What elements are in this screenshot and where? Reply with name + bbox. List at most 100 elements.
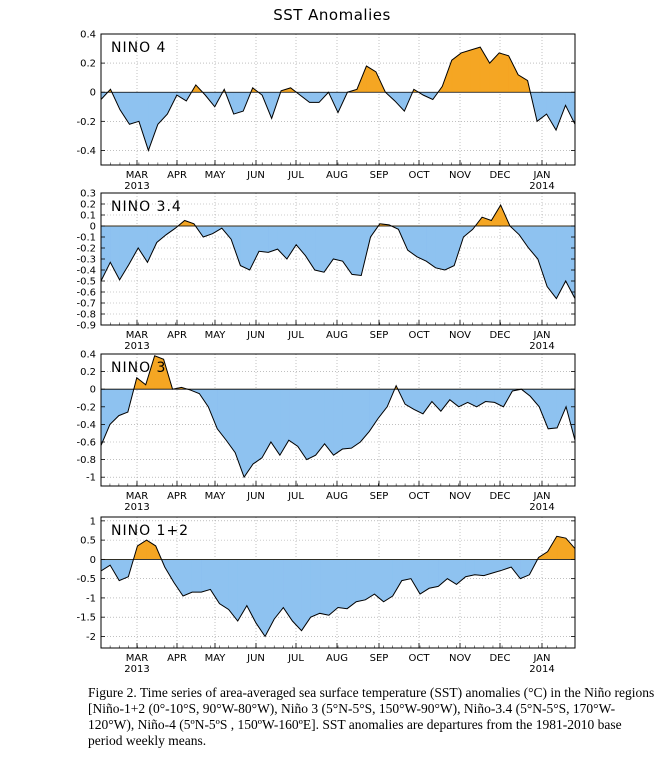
x-tick-label: JUN — [246, 491, 265, 502]
x-tick-label: AUG — [326, 170, 348, 181]
y-tick-label: 0.2 — [80, 367, 96, 378]
y-tick-label: 1 — [90, 516, 96, 527]
x-tick-label: APR — [167, 491, 187, 502]
x-tick-label: MAR — [126, 491, 148, 502]
area-fills — [101, 535, 575, 638]
x-tick-label: OCT — [409, 491, 431, 502]
y-tick-label: -1 — [86, 593, 96, 604]
x-tick-label: AUG — [326, 330, 348, 341]
area-fills — [101, 204, 575, 300]
x-tick-label: OCT — [409, 330, 431, 341]
x-tick-label: JUL — [287, 330, 304, 341]
area-fills — [101, 355, 575, 479]
series-line — [101, 46, 575, 152]
y-tick-label: -0.8 — [76, 310, 96, 321]
y-tick-label: -0.4 — [76, 420, 96, 431]
x-tick-label: NOV — [449, 170, 471, 181]
x-tick-label: DEC — [489, 330, 510, 341]
y-tick-label: 0.4 — [80, 30, 96, 41]
x-tick-label: JAN — [532, 653, 550, 664]
x-year-label: 2013 — [124, 502, 149, 513]
x-tick-label: MAR — [126, 330, 148, 341]
y-tick-label: -0.5 — [76, 277, 96, 288]
y-tick-label: -0.1 — [76, 233, 96, 244]
y-tick-label: -0.8 — [76, 455, 96, 466]
x-year-label: 2014 — [529, 181, 554, 192]
y-tick-label: -0.7 — [76, 299, 96, 310]
y-tick-label: -0.5 — [76, 574, 96, 585]
series-line — [101, 204, 575, 300]
y-tick-label: 0.3 — [80, 189, 96, 200]
x-tick-label: MAY — [205, 491, 227, 502]
y-tick-label: 0 — [90, 385, 96, 396]
x-tick-label: DEC — [489, 653, 510, 664]
y-tick-label: 0.4 — [80, 350, 96, 361]
x-tick-label: JUN — [246, 653, 265, 664]
x-tick-label: NOV — [449, 491, 471, 502]
panel-label: NINO 3.4 — [111, 199, 182, 215]
x-tick-label: JAN — [532, 330, 550, 341]
y-tick-label: -0.6 — [76, 288, 96, 299]
x-year-label: 2014 — [529, 341, 554, 352]
panel-1: 0.30.20.10-0.1-0.2-0.3-0.4-0.5-0.6-0.7-0… — [76, 189, 576, 352]
x-tick-label: JAN — [532, 491, 550, 502]
positive-area — [101, 355, 575, 390]
panel-label: NINO 4 — [111, 40, 166, 56]
x-tick-label: APR — [167, 653, 187, 664]
x-tick-label: SEP — [370, 653, 389, 664]
y-tick-label: -0.6 — [76, 438, 96, 449]
figure-caption: Figure 2. Time series of area-averaged s… — [88, 685, 655, 748]
series-line — [101, 355, 575, 479]
y-tick-label: -2 — [86, 632, 96, 643]
x-tick-label: SEP — [370, 491, 389, 502]
series-line — [101, 535, 575, 638]
x-year-label: 2013 — [124, 341, 149, 352]
y-tick-label: -0.9 — [76, 321, 96, 332]
y-tick-label: 0.5 — [80, 536, 96, 547]
x-year-label: 2013 — [124, 664, 149, 675]
x-tick-label: JUN — [246, 330, 265, 341]
panel-label: NINO 3 — [111, 360, 166, 376]
negative-area — [101, 388, 575, 479]
y-tick-label: 0 — [90, 88, 96, 99]
x-tick-label: OCT — [409, 653, 431, 664]
x-tick-label: SEP — [370, 170, 389, 181]
x-tick-label: JAN — [532, 170, 550, 181]
figure-title: SST Anomalies — [273, 6, 391, 24]
x-tick-label: APR — [167, 330, 187, 341]
area-fills — [101, 46, 575, 151]
x-tick-label: OCT — [409, 170, 431, 181]
y-tick-label: 0 — [90, 555, 96, 566]
y-tick-label: -0.2 — [76, 244, 96, 255]
x-tick-label: DEC — [489, 491, 510, 502]
x-tick-label: JUL — [287, 491, 304, 502]
x-tick-label: SEP — [370, 330, 389, 341]
x-year-label: 2014 — [529, 664, 554, 675]
x-year-label: 2014 — [529, 502, 554, 513]
x-tick-label: JUL — [287, 653, 304, 664]
y-tick-label: -0.2 — [76, 402, 96, 413]
plot-frame — [100, 353, 576, 487]
x-tick-label: MAR — [126, 170, 148, 181]
x-tick-label: MAY — [205, 330, 227, 341]
x-tick-label: JUN — [246, 170, 265, 181]
x-tick-label: MAY — [205, 170, 227, 181]
x-tick-label: DEC — [489, 170, 510, 181]
y-tick-label: -0.4 — [76, 266, 96, 277]
y-tick-label: -1 — [86, 473, 96, 484]
x-tick-label: APR — [167, 170, 187, 181]
positive-area — [101, 535, 575, 560]
y-tick-label: -0.4 — [76, 146, 96, 157]
y-tick-label: 0.1 — [80, 211, 96, 222]
y-tick-label: -1.5 — [76, 613, 96, 624]
y-tick-label: -0.2 — [76, 117, 96, 128]
x-tick-label: NOV — [449, 330, 471, 341]
x-tick-label: JUL — [287, 170, 304, 181]
y-tick-label: -0.3 — [76, 255, 96, 266]
x-tick-label: AUG — [326, 491, 348, 502]
